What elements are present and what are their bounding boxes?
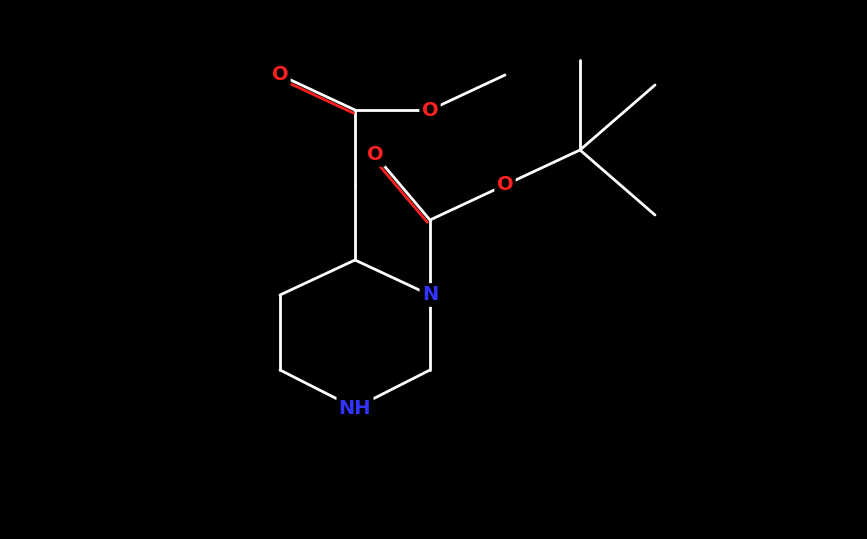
Text: N: N: [422, 286, 438, 305]
Text: NH: NH: [339, 398, 371, 418]
Text: O: O: [421, 100, 439, 120]
Text: O: O: [497, 176, 513, 195]
Text: O: O: [367, 146, 383, 164]
Text: O: O: [271, 66, 289, 85]
